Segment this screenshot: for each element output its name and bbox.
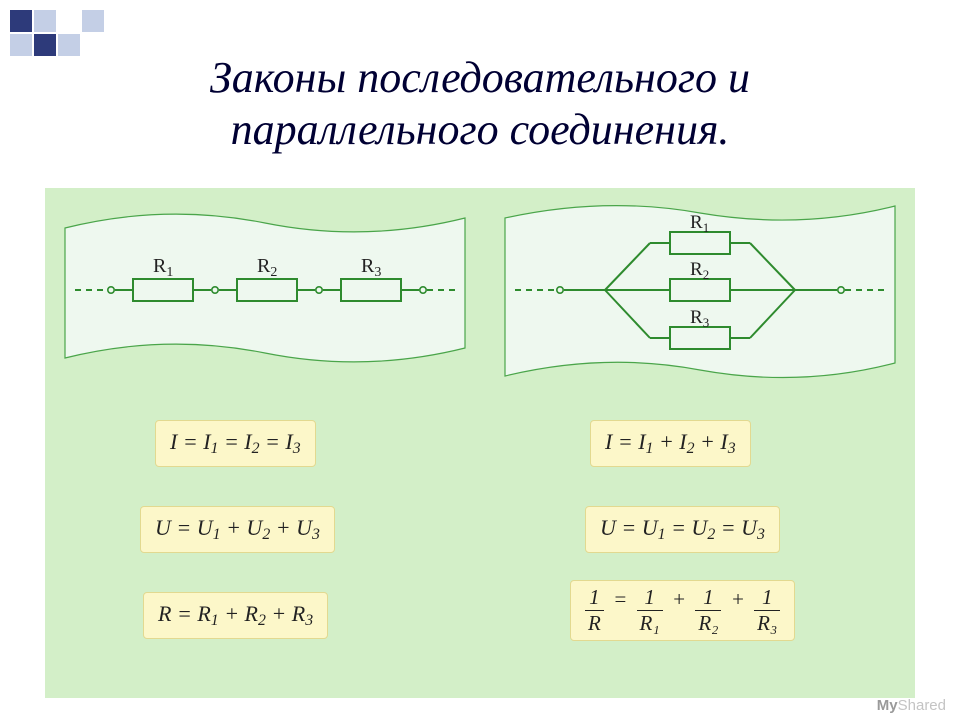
watermark-prefix: My [877, 697, 898, 714]
parallel-diagram: R1 R2 R3 [505, 206, 895, 378]
frac-den: R [585, 611, 604, 634]
watermark-suffix: Shared [898, 697, 946, 714]
parallel-U-formula: U = U1 = U2 = U3 [585, 506, 780, 553]
parallel-R-formula: 1R = 1R₁ + 1R₂ + 1R₃ [570, 580, 795, 641]
frac-den: R₃ [754, 611, 780, 634]
frac-num: 1 [695, 587, 721, 611]
slide-title: Законы последовательного и параллельного… [0, 52, 960, 156]
parallel-I-formula: I = I1 + I2 + I3 [590, 420, 751, 467]
series-I-formula: I = I1 = I2 = I3 [155, 420, 316, 467]
series-diagram: R1 R2 R3 [65, 214, 465, 362]
title-line2: параллельного соединения. [231, 105, 730, 154]
frac-den: R₁ [637, 611, 663, 634]
frac-num: 1 [754, 587, 780, 611]
frac-den: R₂ [695, 611, 721, 634]
frac-num: 1 [637, 587, 663, 611]
series-U-formula: U = U1 + U2 + U3 [140, 506, 335, 553]
frac-num: 1 [585, 587, 604, 611]
series-R-formula: R = R1 + R2 + R3 [143, 592, 328, 639]
title-line1: Законы последовательного и [210, 53, 750, 102]
watermark: MyShared [877, 697, 946, 714]
